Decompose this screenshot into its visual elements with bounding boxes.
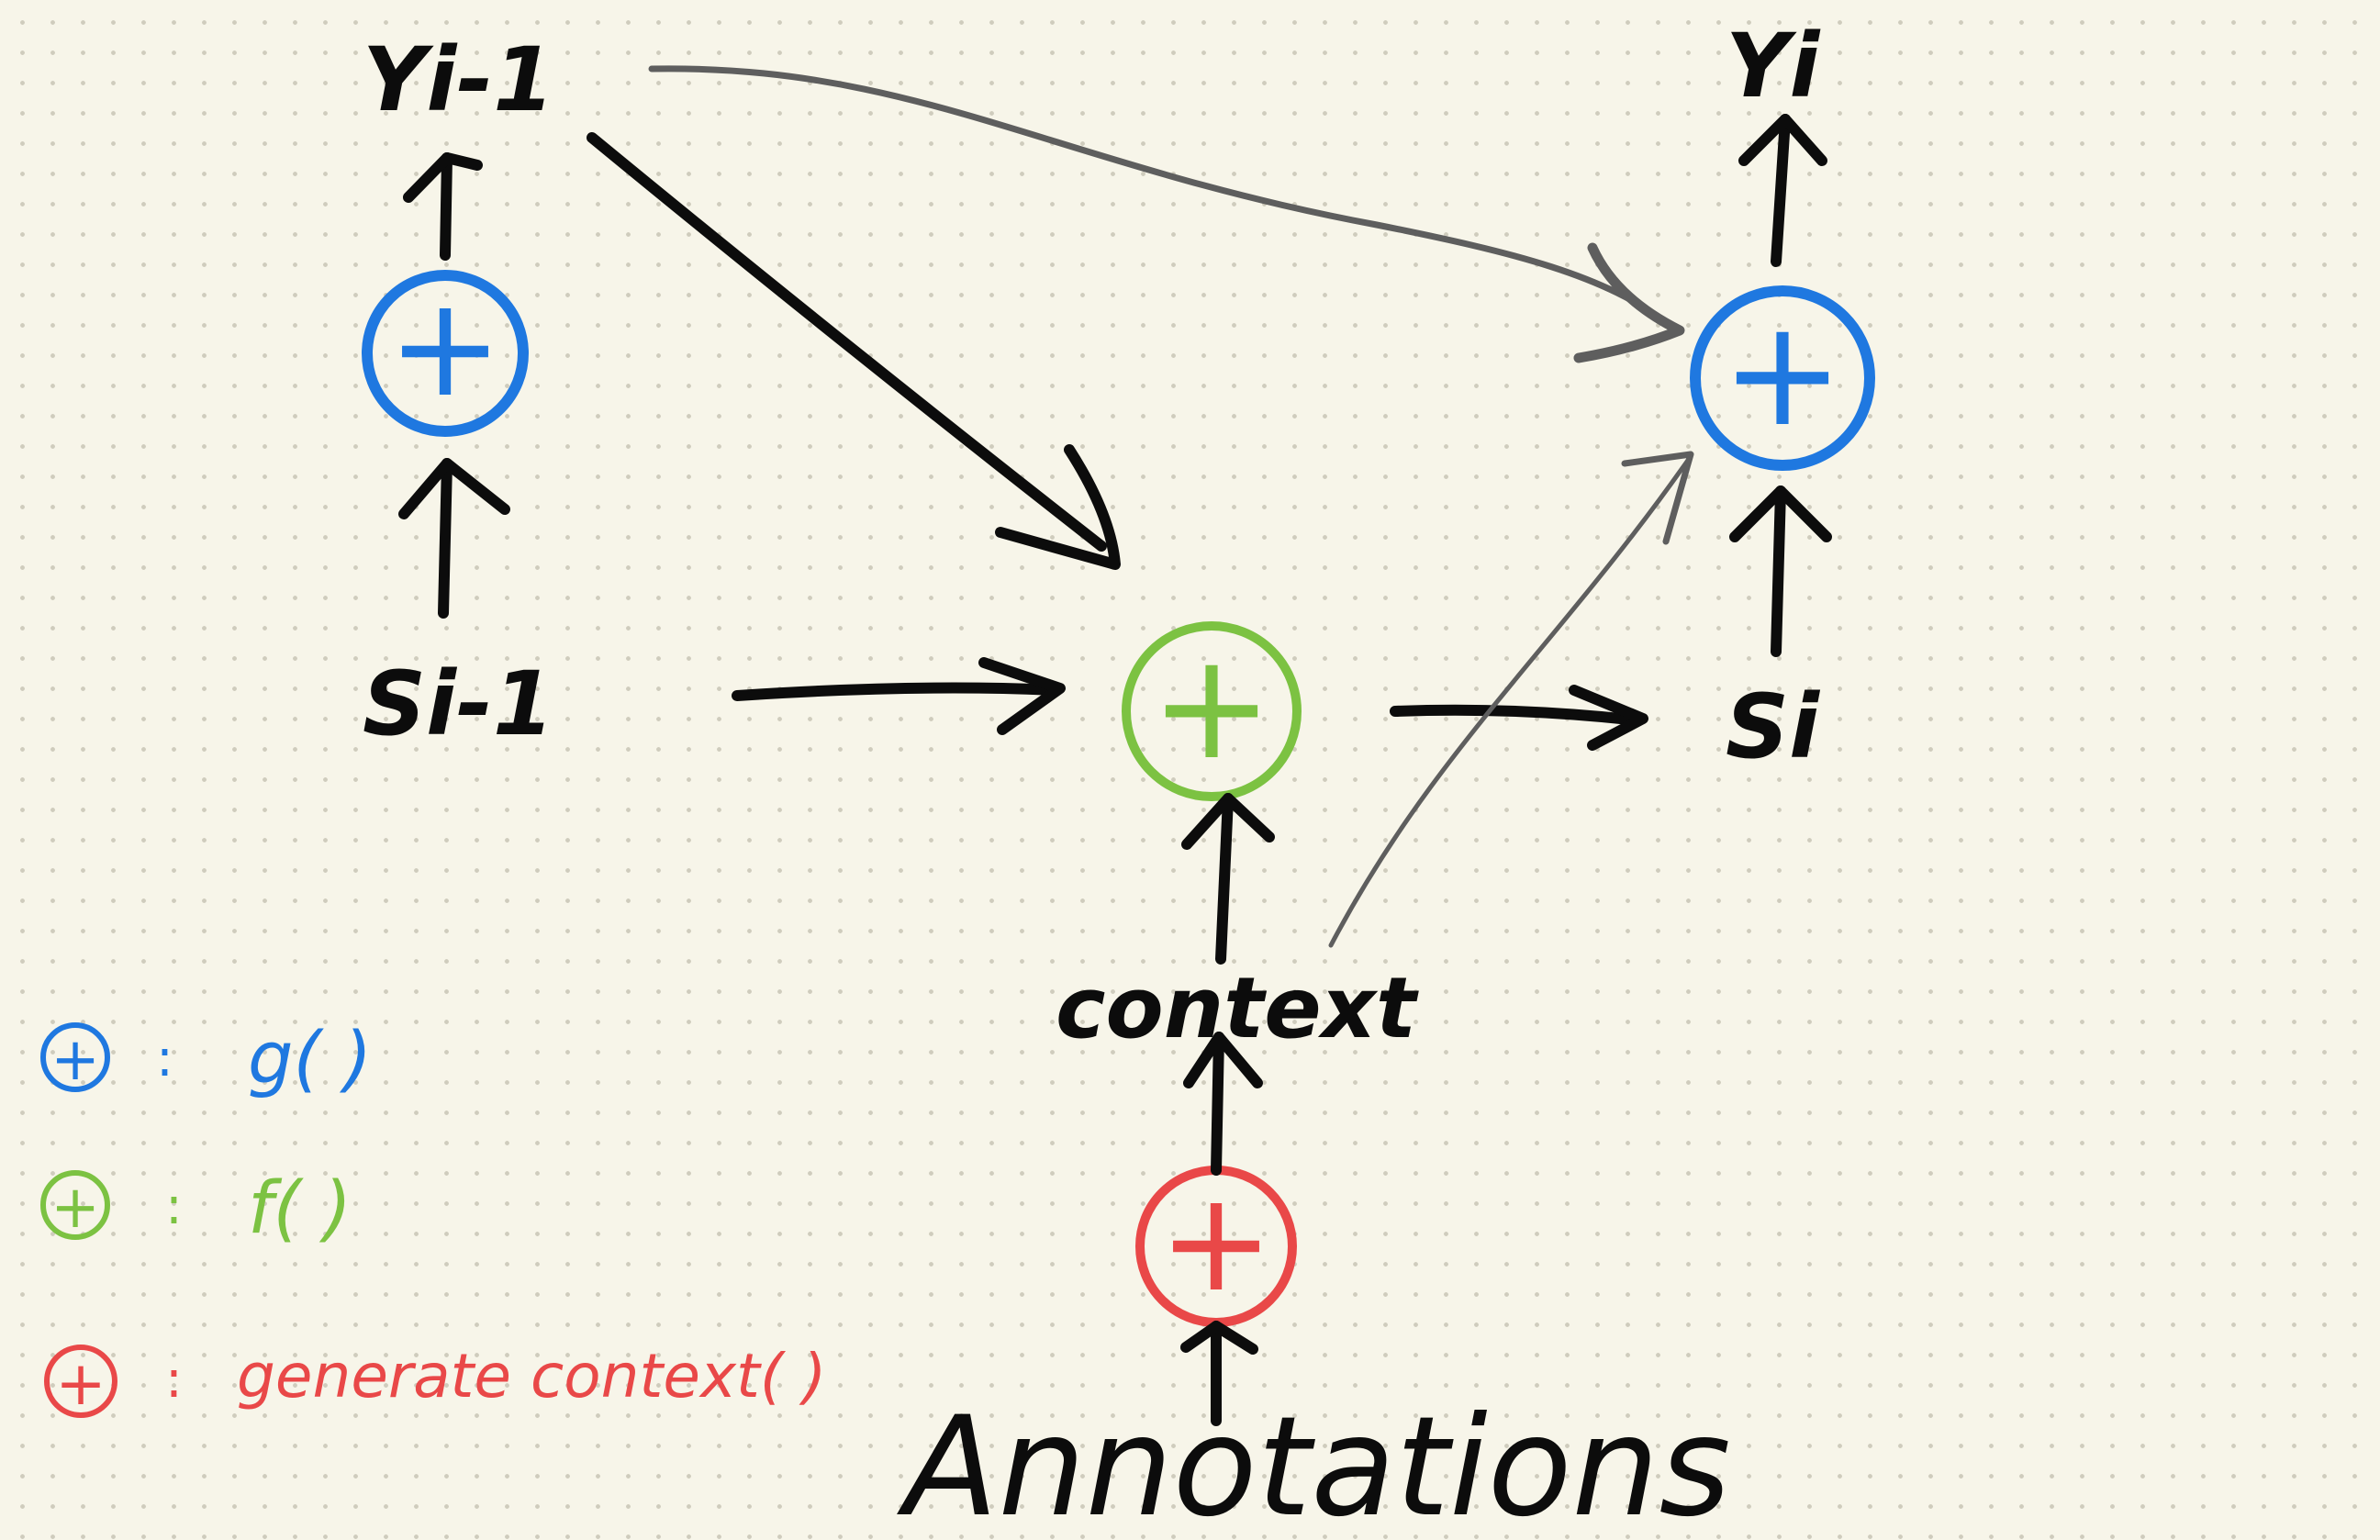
label-annotations: Annotations — [897, 1388, 1731, 1540]
legend-item-f: + : f( ) — [40, 1167, 352, 1250]
legend-f-circle — [40, 1170, 110, 1240]
arrow-sprev-to-f — [732, 657, 1066, 735]
context-operator: + — [1135, 1163, 1297, 1327]
legend-context-symbol: + — [55, 1348, 106, 1419]
label-context: context — [1056, 959, 1419, 1057]
legend: + : g( ) + : f( ) + : generate context( … — [40, 1018, 826, 1419]
g-operator-right: + — [1690, 285, 1875, 471]
f-operator-symbol: + — [1150, 620, 1273, 792]
label-y-cur: Yi — [1726, 15, 1821, 117]
g-operator-left: + — [362, 268, 529, 437]
legend-g-symbol: + — [50, 1026, 100, 1094]
arrow-scur-to-g — [1729, 485, 1832, 657]
legend-context-circle — [44, 1345, 117, 1418]
legend-g-label: g( ) — [248, 1018, 372, 1100]
legend-context-separator: : — [165, 1350, 183, 1410]
arrow-red-to-context — [1183, 1032, 1263, 1176]
arrow-sprev-to-g — [398, 458, 510, 619]
g-operator-right-symbol: + — [1721, 287, 1844, 459]
legend-context-label: generate context( ) — [237, 1341, 826, 1412]
legend-item-g: + : g( ) — [40, 1018, 372, 1100]
legend-g-separator: : — [156, 1029, 173, 1088]
g-operator-left-symbol: + — [387, 268, 503, 428]
arrow-context-to-f — [1181, 793, 1275, 965]
label-s-cur: Si — [1726, 675, 1820, 778]
legend-f-separator: : — [165, 1177, 183, 1236]
arrow-annotations-to-red — [1180, 1321, 1258, 1426]
arrow-f-to-scur — [1390, 685, 1648, 751]
legend-g-circle — [40, 1022, 110, 1092]
context-operator-symbol: + — [1158, 1163, 1274, 1322]
label-s-prev: Si-1 — [363, 653, 554, 755]
arrow-yprev-to-g-right — [648, 65, 1685, 363]
legend-item-context: + : generate context( ) — [44, 1341, 826, 1419]
f-operator: + — [1122, 620, 1302, 801]
arrow-g-to-yprev — [403, 152, 483, 261]
arrow-yprev-to-f — [587, 132, 1121, 570]
legend-f-label: f( ) — [248, 1167, 352, 1250]
arrow-context-to-g-right — [1328, 451, 1694, 948]
label-y-prev: Yi-1 — [363, 28, 554, 131]
legend-f-symbol: + — [50, 1174, 100, 1242]
arrow-g-to-ycur — [1738, 114, 1827, 267]
